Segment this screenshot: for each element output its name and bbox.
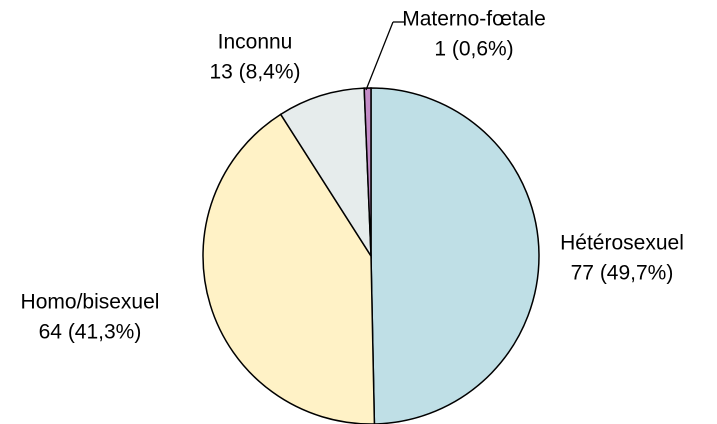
slice-label: Materno-fœtale (402, 8, 546, 31)
slice-label: Inconnu (218, 31, 293, 54)
value-label: 64 (41,3%) (39, 321, 142, 344)
value-label: 13 (8,4%) (209, 61, 300, 84)
pie-slice (363, 87, 372, 257)
pie-slice (202, 113, 376, 424)
value-label: 1 (0,6%) (434, 38, 513, 61)
slice-label: Hétérosexuel (560, 232, 684, 255)
pie-slice (279, 87, 372, 259)
leader-line (365, 21, 394, 91)
value-label: 77 (49,7%) (571, 262, 674, 285)
slice-label: Homo/bisexuel (21, 291, 160, 314)
pie-slice (370, 87, 540, 424)
